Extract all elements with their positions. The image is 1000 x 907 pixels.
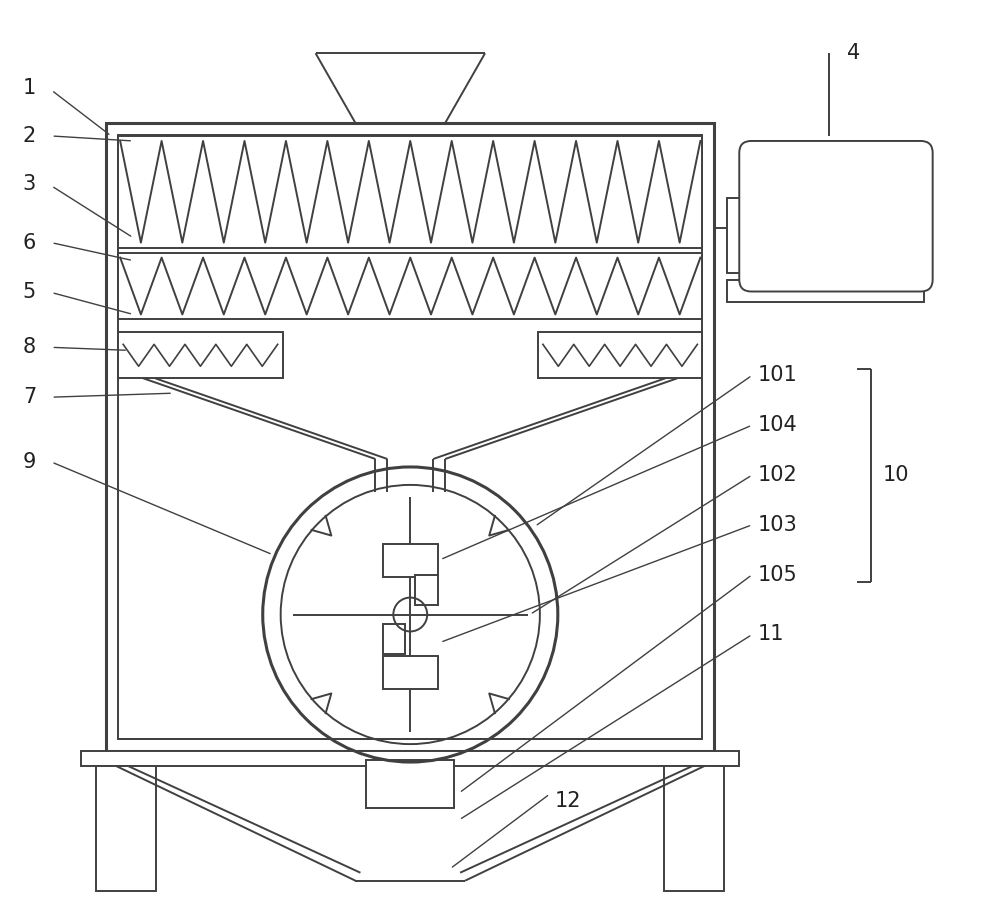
- Text: 4: 4: [847, 44, 861, 63]
- Bar: [383, 543, 438, 577]
- Text: 10: 10: [883, 465, 909, 485]
- Bar: [415, 575, 438, 605]
- Text: 3: 3: [23, 174, 36, 194]
- Bar: [664, 766, 724, 891]
- Bar: [81, 751, 739, 766]
- Text: 103: 103: [757, 515, 797, 535]
- Text: 12: 12: [555, 791, 581, 811]
- Text: 2: 2: [23, 126, 36, 146]
- Text: 8: 8: [23, 337, 36, 357]
- Text: 105: 105: [757, 565, 797, 585]
- Bar: [118, 253, 702, 319]
- Text: 1: 1: [23, 78, 36, 98]
- Text: 9: 9: [23, 452, 36, 472]
- Bar: [106, 123, 714, 751]
- Text: 102: 102: [757, 465, 797, 485]
- Bar: [96, 766, 156, 891]
- Bar: [118, 332, 283, 378]
- Bar: [366, 760, 454, 808]
- Text: 11: 11: [757, 624, 784, 645]
- Text: 101: 101: [757, 366, 797, 385]
- Text: 5: 5: [23, 282, 36, 303]
- FancyBboxPatch shape: [739, 141, 933, 291]
- Bar: [727, 198, 754, 273]
- Text: 6: 6: [23, 233, 36, 253]
- Bar: [118, 135, 702, 739]
- Text: 7: 7: [23, 387, 36, 407]
- Bar: [538, 332, 702, 378]
- Bar: [118, 136, 702, 248]
- Bar: [383, 625, 405, 654]
- Bar: [727, 279, 924, 302]
- Bar: [383, 657, 438, 689]
- Text: 104: 104: [757, 415, 797, 435]
